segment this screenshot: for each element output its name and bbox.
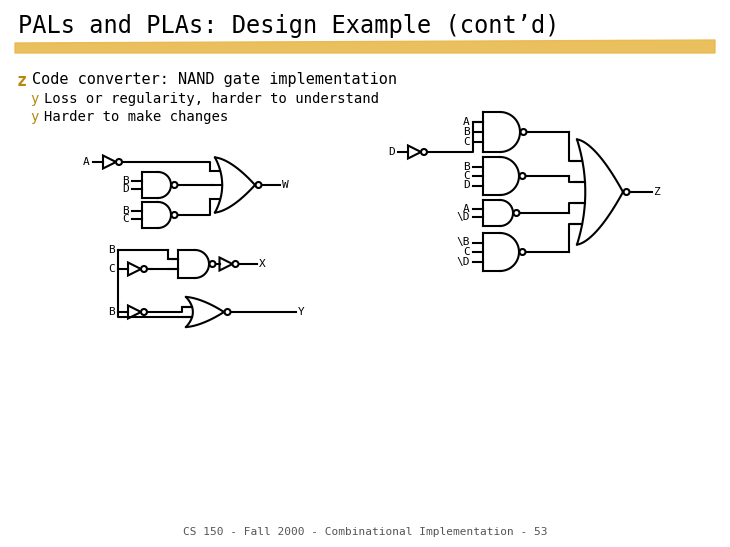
Text: C: C bbox=[464, 171, 470, 181]
Text: W: W bbox=[282, 180, 288, 190]
Polygon shape bbox=[15, 40, 715, 53]
Text: \D: \D bbox=[456, 257, 470, 266]
Text: A: A bbox=[464, 117, 470, 127]
Text: C: C bbox=[108, 264, 115, 274]
Text: Loss or regularity, harder to understand: Loss or regularity, harder to understand bbox=[44, 92, 379, 106]
Text: Y: Y bbox=[298, 307, 304, 317]
Text: PALs and PLAs: Design Example (cont’d): PALs and PLAs: Design Example (cont’d) bbox=[18, 14, 559, 38]
Text: \B: \B bbox=[456, 237, 470, 247]
Text: y: y bbox=[30, 92, 39, 106]
Text: Z: Z bbox=[653, 187, 660, 197]
Text: y: y bbox=[30, 110, 39, 124]
Text: C: C bbox=[464, 137, 470, 147]
Text: D: D bbox=[388, 147, 395, 157]
Text: C: C bbox=[464, 247, 470, 257]
Text: B: B bbox=[464, 161, 470, 172]
Text: z: z bbox=[17, 72, 27, 90]
Text: A: A bbox=[464, 203, 470, 214]
Text: C: C bbox=[122, 214, 129, 224]
Text: B: B bbox=[108, 307, 115, 317]
Text: D: D bbox=[464, 181, 470, 190]
Text: B: B bbox=[122, 206, 129, 216]
Text: Harder to make changes: Harder to make changes bbox=[44, 110, 228, 124]
Text: A: A bbox=[83, 157, 90, 167]
Text: CS 150 - Fall 2000 - Combinational Implementation - 53: CS 150 - Fall 2000 - Combinational Imple… bbox=[182, 527, 548, 537]
Text: B: B bbox=[122, 176, 129, 185]
Text: B: B bbox=[464, 127, 470, 137]
Text: D: D bbox=[122, 184, 129, 194]
Text: B: B bbox=[108, 245, 115, 255]
Text: \D: \D bbox=[456, 212, 470, 222]
Text: Code converter: NAND gate implementation: Code converter: NAND gate implementation bbox=[32, 72, 397, 87]
Text: X: X bbox=[258, 259, 265, 269]
